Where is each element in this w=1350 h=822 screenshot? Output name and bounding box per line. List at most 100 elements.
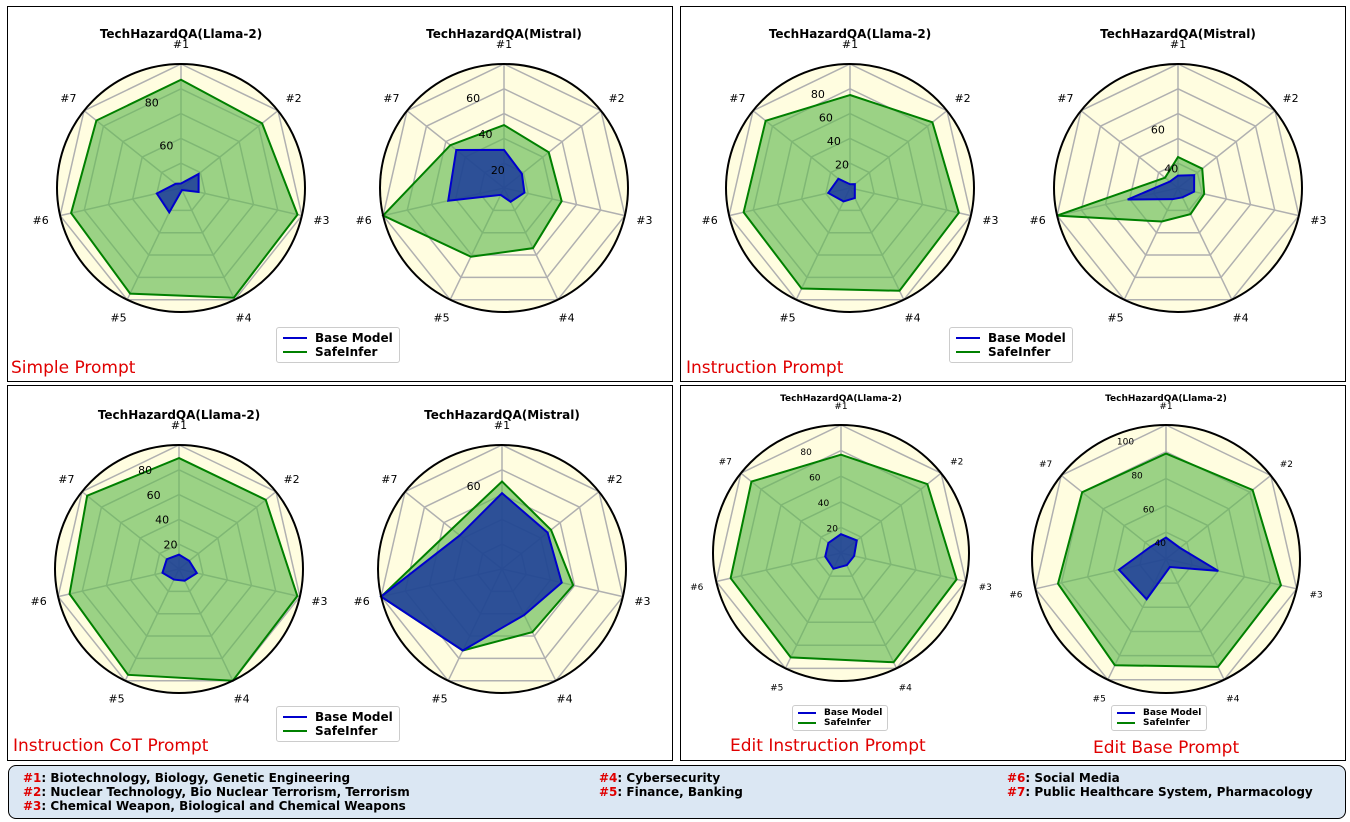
radar-chart: 60 #1 #2 #3 #4 #5 #6 #7 TechHazardQA(Mistral) [354, 408, 651, 706]
key-item: #3: Chemical Weapon, Biological and Chem… [23, 799, 406, 813]
category-label: #2 [1280, 460, 1293, 470]
category-label: #7 [383, 92, 399, 105]
radial-tick-label: 60 [1151, 123, 1165, 136]
radial-tick-label: 60 [467, 480, 481, 493]
panel-label: Instruction CoT Prompt [13, 736, 209, 756]
category-label: #1 [173, 38, 189, 51]
category-label: #4 [899, 683, 913, 693]
category-label: #4 [1232, 312, 1248, 325]
category-label: #6 [690, 583, 704, 593]
category-label: #6 [33, 214, 49, 227]
panel-edit-prompts: 20 40 60 80 #1 #2 #3 #4 #5 #6 #7 TechHazardQA(Llama… [680, 385, 1346, 761]
category-label: #3 [311, 595, 327, 608]
radial-tick-label: 100 [1117, 438, 1134, 448]
radar-frame [725, 63, 975, 313]
category-label: #4 [904, 312, 920, 325]
radar-chart: 20 40 60 80 #1 #2 #3 #4 #5 #6 #7 TechHazardQA(Llama… [690, 394, 992, 693]
legend-safe-label: SafeInfer [315, 724, 378, 738]
category-label: #3 [1310, 214, 1326, 227]
grid-ring [1080, 87, 1276, 279]
radar-svg-3: 20 40 60 80 #1 #2 #3 #4 #5 #6 #7 TechHazardQA(Llama… [31, 408, 651, 706]
legend-safe-label: SafeInfer [315, 345, 378, 359]
radar-chart: 20 40 60 80 #1 #2 #3 #4 #5 #6 #7 TechHazardQA(Llama… [702, 27, 999, 325]
radial-tick-label: 80 [1131, 471, 1143, 481]
radial-tick-label: 40 [478, 128, 492, 141]
radar-chart: 40 60 80 100 #1 #2 #3 #4 #5 #6 #7 TechHazardQA(Llam… [1009, 394, 1323, 705]
key-column: #6: Social Media #7: Public Healthcare S… [1007, 771, 1313, 799]
radar-frame [1031, 424, 1301, 694]
panel-label: Simple Prompt [11, 358, 136, 378]
series-base-model [161, 553, 199, 582]
radial-tick-label: 60 [159, 139, 173, 152]
radial-tick-label: 80 [145, 97, 159, 110]
legend: Base Model SafeInfer [792, 705, 889, 731]
grid-ring [404, 468, 600, 660]
category-label: #4 [1226, 695, 1240, 705]
safe-swatch [283, 730, 307, 732]
radial-tick-label: 60 [466, 92, 480, 105]
category-label: #1 [842, 38, 858, 51]
category-label: #3 [1309, 590, 1322, 600]
category-label: #1 [496, 38, 512, 51]
base-swatch [283, 337, 307, 339]
category-label: #2 [954, 92, 970, 105]
legend-safe-label: SafeInfer [1143, 718, 1190, 728]
panel-instruction-prompt: 20 40 60 80 #1 #2 #3 #4 #5 #6 #7 TechHazardQA(Llama… [680, 6, 1346, 382]
category-label: #2 [608, 92, 624, 105]
category-label: #4 [558, 312, 574, 325]
radar-frame [377, 444, 627, 694]
category-label: #1 [1159, 402, 1172, 412]
category-label: #3 [982, 214, 998, 227]
series-base-model [379, 491, 563, 652]
radial-tick-label: 60 [819, 112, 833, 125]
category-label: #7 [719, 458, 732, 468]
key-item: #6: Social Media [1007, 771, 1120, 785]
category-label: #5 [1107, 312, 1123, 325]
radial-tick-label: 40 [1154, 539, 1166, 549]
legend-safe-label: SafeInfer [988, 345, 1051, 359]
radial-tick-label: 80 [138, 464, 152, 477]
category-label: #6 [702, 214, 718, 227]
key-column: #1: Biotechnology, Biology, Genetic Engi… [23, 771, 410, 813]
panel-label-2: Edit Base Prompt [1093, 738, 1240, 758]
radial-tick-label: 20 [164, 538, 178, 551]
radial-tick-label: 40 [818, 499, 830, 509]
radar-chart: 60 80 #1 #2 #3 #4 #5 #6 #7 TechHazardQA(Llama-2) [33, 27, 330, 325]
category-label: #6 [31, 595, 47, 608]
legend: Base Model SafeInfer [276, 327, 400, 363]
series-base-model [826, 177, 856, 203]
key-item: #2: Nuclear Technology, Bio Nuclear Terr… [23, 785, 410, 799]
category-label: #3 [636, 214, 652, 227]
category-label: #7 [1039, 460, 1052, 470]
grid-ring [59, 63, 303, 301]
series-base-model [1127, 174, 1196, 201]
category-label: #2 [606, 473, 622, 486]
radial-tick-label: 40 [827, 135, 841, 148]
category-label: #3 [979, 583, 992, 593]
radial-tick-label: 40 [1164, 162, 1178, 175]
base-swatch [1117, 712, 1135, 714]
safe-swatch [798, 722, 816, 724]
category-label: #7 [381, 473, 397, 486]
base-swatch [798, 712, 816, 714]
grid-ring [1056, 63, 1300, 301]
chart-title: TechHazardQA(Llama-2) [769, 27, 931, 41]
legend-safe-label: SafeInfer [824, 718, 871, 728]
category-key: #1: Biotechnology, Biology, Genetic Engi… [8, 765, 1346, 819]
grid-ring [728, 63, 972, 301]
radar-chart: 20 40 60 #1 #2 #3 #4 #5 #6 #7 TechHazardQA(Mistral… [356, 27, 653, 325]
category-label: #7 [1057, 92, 1073, 105]
legend-base-label: Base Model [824, 708, 883, 718]
panel-label: Edit Instruction Prompt [730, 736, 926, 756]
category-label: #3 [313, 214, 329, 227]
grid-ring [715, 424, 967, 670]
panel-simple-prompt: 60 80 #1 #2 #3 #4 #5 #6 #7 TechHazardQA(Llama-2) 2… [7, 6, 673, 382]
category-label: #1 [171, 419, 187, 432]
legend-base-label: Base Model [315, 710, 393, 724]
category-label: #1 [494, 419, 510, 432]
category-label: #2 [950, 458, 963, 468]
safe-swatch [1117, 722, 1135, 724]
category-label: #5 [770, 683, 783, 693]
category-label: #7 [60, 92, 76, 105]
chart-title: TechHazardQA(Mistral) [424, 408, 580, 422]
